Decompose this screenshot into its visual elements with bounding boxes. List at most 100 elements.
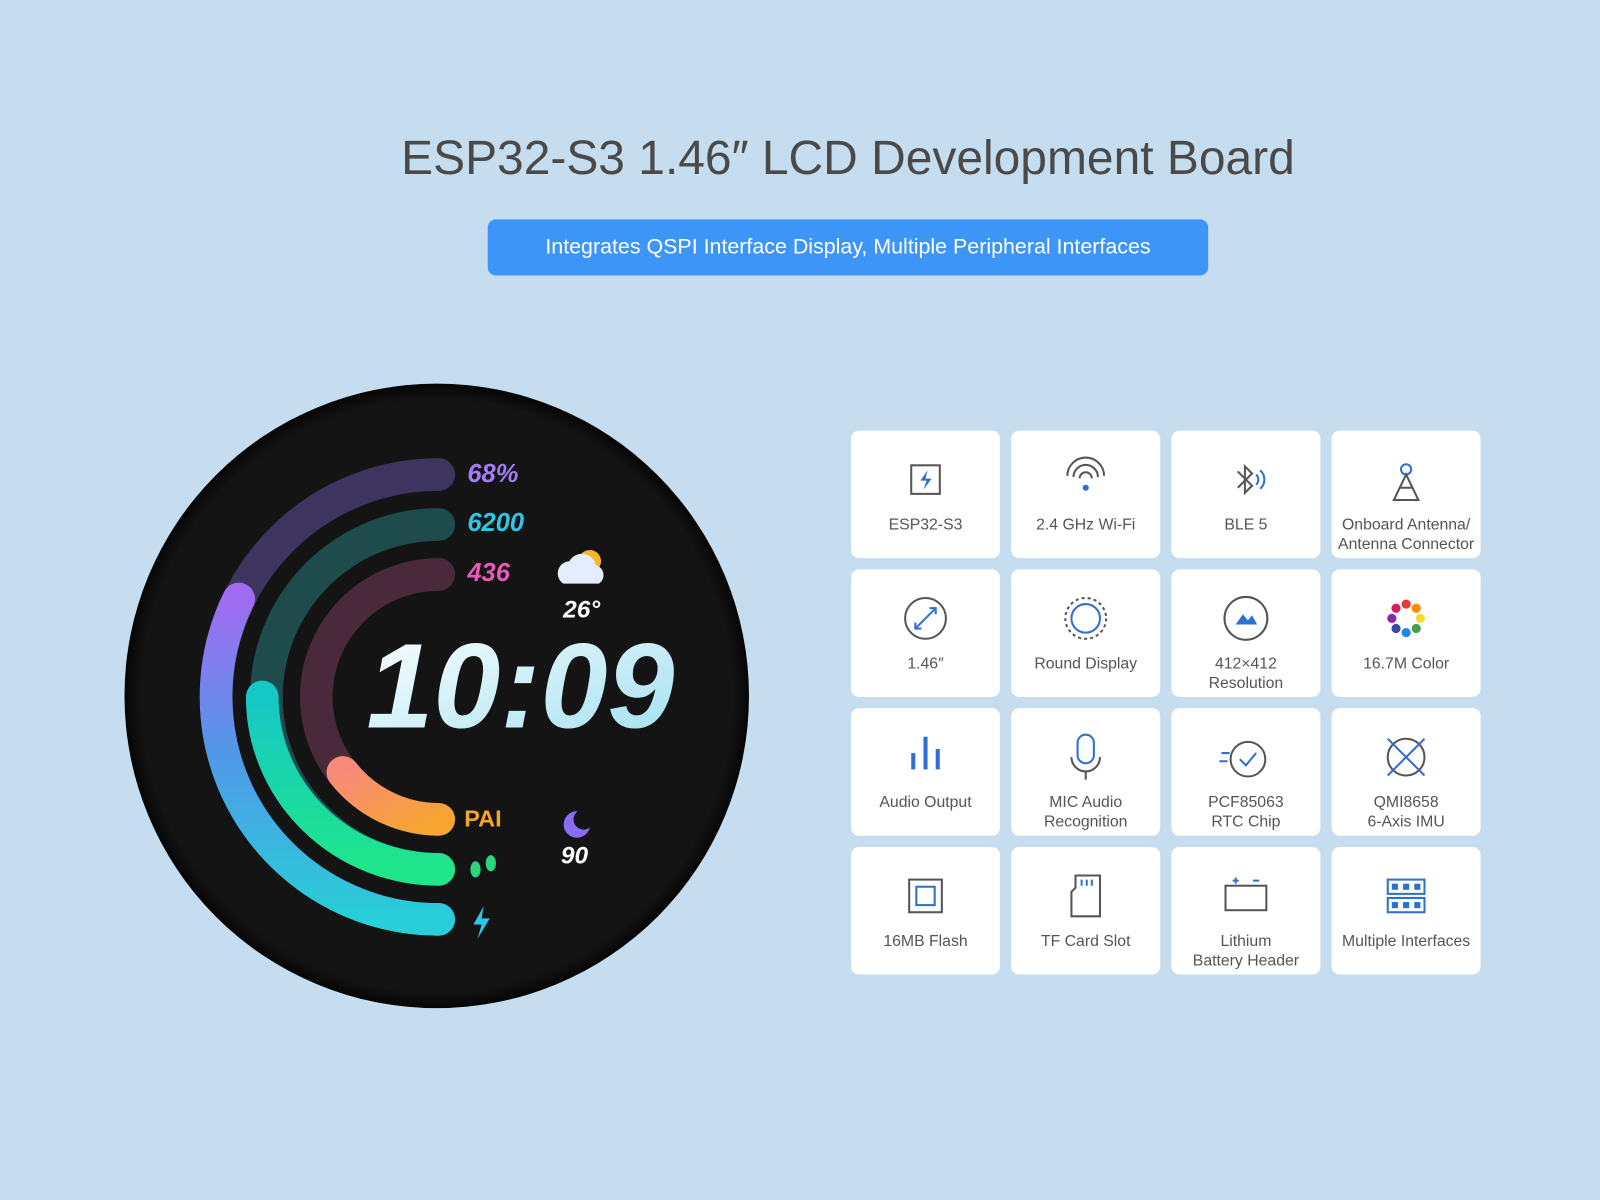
icon-part [1229, 740, 1267, 778]
battery: 68% [467, 460, 518, 488]
icon-part [914, 607, 937, 630]
icon-part [1387, 738, 1426, 777]
feature-card [1011, 846, 1161, 975]
feature-card [1171, 708, 1321, 836]
feature-icon [1070, 874, 1102, 918]
icon-part [908, 878, 943, 914]
icon-part [1391, 883, 1398, 890]
watch: 68% 6200 436 26° 10:09 PAI 90 [124, 383, 749, 1009]
feature-label: ESP32-S3 [889, 517, 963, 534]
feature-icon [1070, 733, 1102, 780]
feature-card [1011, 430, 1161, 559]
icon-part [1076, 733, 1095, 765]
sleep: 90 [561, 843, 589, 870]
icon-part [1232, 877, 1260, 884]
feature-label: Resolution [1209, 675, 1284, 692]
feature-label: Onboard Antenna/ [1342, 517, 1471, 534]
icon-part [1224, 884, 1268, 912]
icon-part [1411, 603, 1421, 613]
icon-part [1391, 623, 1401, 634]
icon-part [911, 753, 916, 770]
icon-part [1070, 603, 1102, 634]
ring-middle [245, 680, 456, 886]
feature-label: QMI8658 [1374, 794, 1439, 811]
feature-label: PCF85063 [1208, 794, 1284, 811]
feature-icon [1223, 595, 1269, 641]
icon-part [1414, 902, 1421, 909]
icon-part [1064, 596, 1108, 640]
feature-icon [1064, 596, 1108, 640]
ring-inner [326, 756, 456, 836]
icon-part [935, 748, 940, 770]
icon-part [1066, 456, 1106, 476]
icon-part [1255, 469, 1266, 490]
icon-part [1070, 757, 1102, 780]
feature-label: 16.7M Color [1363, 655, 1449, 672]
icon-part [1403, 902, 1410, 909]
feature-card [851, 846, 1000, 975]
calories: 436 [466, 559, 510, 587]
icon-part [1386, 896, 1426, 914]
feature-icon [1386, 737, 1426, 777]
temperature: 26° [562, 597, 600, 624]
feature-label: Recognition [1044, 814, 1127, 831]
feature-label: RTC Chip [1211, 814, 1280, 831]
time: 10:09 [366, 619, 674, 754]
feature-card [1331, 430, 1481, 559]
icon-part [1415, 613, 1425, 623]
feature-label: 16MB Flash [883, 933, 967, 950]
feature-card [1171, 430, 1321, 559]
feature-icon [904, 596, 947, 640]
feature-label: 6-Axis IMU [1368, 814, 1445, 831]
feature-label: Antenna Connector [1338, 536, 1474, 553]
feature-icon [908, 878, 943, 914]
steps-icon [470, 855, 496, 878]
icon-part [1386, 737, 1426, 777]
icon-part [904, 596, 947, 640]
icon-part [1391, 902, 1398, 909]
feature-icon [1386, 878, 1426, 914]
steps: 6200 [467, 509, 524, 537]
pai: PAI [464, 806, 501, 832]
icon-part [1080, 879, 1093, 886]
subtitle-badge [487, 219, 1209, 276]
feature-label: TF Card Slot [1041, 933, 1131, 950]
icon-part [1082, 484, 1089, 491]
feature-label: 412×412 [1215, 655, 1277, 672]
feature-label: 1.46″ [907, 655, 944, 672]
feature-card [851, 569, 1000, 697]
feature-label: MIC Audio [1049, 794, 1122, 811]
feature-icon [1224, 877, 1268, 912]
feature-icon [911, 736, 940, 770]
icon-part [1072, 463, 1099, 478]
feature-label: BLE 5 [1224, 517, 1267, 534]
feature-icon [1387, 599, 1425, 638]
icon-part [1237, 463, 1254, 496]
feature-grid: ESP32-S3 2.4 GHz Wi-Fi BLE 5 Onboard Antenn… [851, 430, 1481, 975]
feature-icon [1066, 456, 1106, 491]
icon-part [1414, 883, 1421, 890]
feature-label: 2.4 GHz Wi-Fi [1036, 517, 1135, 534]
icon-part [915, 885, 936, 907]
feature-label: Audio Output [879, 794, 972, 811]
bolt-icon [473, 906, 490, 939]
subtitle: Integrates QSPI Interface Display, Multi… [545, 235, 1150, 259]
icon-part [1219, 752, 1257, 767]
icon-part [1401, 628, 1411, 638]
feature-label: Lithium [1220, 933, 1271, 950]
feature-card [1331, 846, 1481, 975]
icon-part [1078, 471, 1093, 479]
feature-card [851, 708, 1000, 836]
icon-part [910, 464, 941, 495]
feature-icon [910, 464, 941, 495]
icon-part [1411, 623, 1421, 634]
ring-outer [199, 582, 456, 936]
feature-card [1171, 569, 1321, 697]
icon-part [1070, 874, 1102, 918]
icon-part [1386, 878, 1426, 895]
icon-part [1223, 595, 1269, 641]
feature-label: Multiple Interfaces [1342, 933, 1470, 950]
feature-label: Battery Header [1193, 952, 1299, 969]
